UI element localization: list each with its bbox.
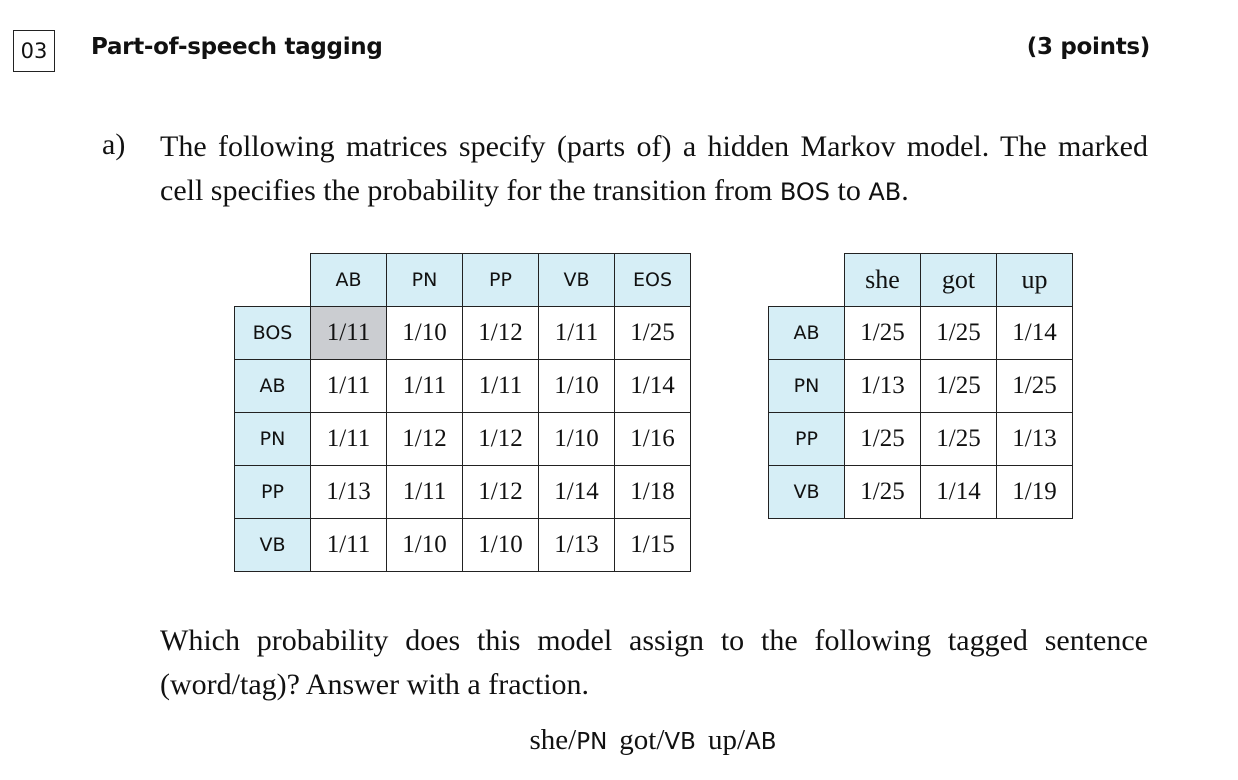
transition-cell: 1/18 [614,465,691,519]
token-slash: / [656,724,665,756]
transition-row: AB 1/11 1/11 1/11 1/10 1/14 [234,359,691,413]
transition-cell: 1/14 [538,465,615,519]
transition-row: PN 1/11 1/12 1/12 1/10 1/16 [234,412,691,466]
emission-header-row: she got up [769,253,1073,307]
intro-paragraph: The following matrices specify (parts of… [160,125,1148,214]
token-tag: AB [745,729,777,755]
transition-matrix: AB PN PP VB EOS BOS 1/11 1/10 1/12 1/11 1/25 AB 1/11… [234,253,691,572]
intro-text-1: The following matrices specify (parts of… [160,130,1148,207]
transition-row-header: VB [234,518,311,572]
transition-cell: 1/11 [386,465,463,519]
transition-cell: 1/13 [310,465,387,519]
transition-cell: 1/11 [310,518,387,572]
transition-cell: 1/12 [462,412,539,466]
transition-row-header: PP [234,465,311,519]
transition-corner [235,254,311,307]
emission-row: PP 1/25 1/25 1/13 [768,412,1073,466]
transition-cell: 1/16 [614,412,691,466]
sentence-token: she/PN [529,724,607,756]
token-word: she [529,724,569,756]
emission-col-header: up [996,253,1073,307]
transition-cell: 1/11 [310,359,387,413]
transition-cell: 1/25 [614,306,691,360]
emission-col-header: got [920,253,997,307]
emission-matrix: she got up AB 1/25 1/25 1/14 PN 1/13 1/25 1/25 PP 1/… [768,253,1073,519]
emission-row: PN 1/13 1/25 1/25 [768,359,1073,413]
transition-row: VB 1/11 1/10 1/10 1/13 1/15 [234,518,691,572]
emission-cell: 1/13 [844,359,921,413]
emission-row: AB 1/25 1/25 1/14 [768,306,1073,360]
intro-text-2: to [830,174,869,207]
transition-cell: 1/12 [462,465,539,519]
transition-row-header: AB [234,359,311,413]
emission-row: VB 1/25 1/14 1/19 [768,465,1073,519]
transition-cell: 1/10 [462,518,539,572]
token-slash: / [736,724,745,756]
transition-row-header: BOS [234,306,311,360]
emission-corner [769,254,845,307]
transition-row-header: PN [234,412,311,466]
transition-cell: 1/10 [386,518,463,572]
part-marker: a) [102,128,126,161]
emission-cell: 1/25 [920,306,997,360]
emission-row-header: PN [768,359,845,413]
emission-row-header: PP [768,412,845,466]
emission-cell: 1/14 [996,306,1073,360]
question-points: (3 points) [1026,34,1151,60]
tagged-sentence: she/PN got/VB up/AB [0,724,1238,757]
transition-col-header: VB [538,253,615,307]
transition-cell: 1/11 [462,359,539,413]
token-word: got [619,724,657,756]
emission-cell: 1/19 [996,465,1073,519]
transition-cell: 1/11 [310,412,387,466]
sentence-token: got/VB [619,724,696,756]
emission-col-header: she [844,253,921,307]
emission-row-header: AB [768,306,845,360]
transition-col-header: PN [386,253,463,307]
transition-row: PP 1/13 1/11 1/12 1/14 1/18 [234,465,691,519]
transition-col-header: EOS [614,253,691,307]
emission-cell: 1/25 [844,465,921,519]
emission-cell: 1/25 [920,412,997,466]
transition-cell: 1/14 [614,359,691,413]
question-number: 03 [13,30,55,72]
emission-cell: 1/25 [996,359,1073,413]
token-word: up [707,724,737,756]
transition-cell: 1/15 [614,518,691,572]
emission-cell: 1/14 [920,465,997,519]
token-tag: VB [664,729,696,755]
transition-cell: 1/11 [310,306,387,360]
transition-cell: 1/12 [462,306,539,360]
transition-cell: 1/11 [538,306,615,360]
transition-cell: 1/13 [538,518,615,572]
sentence-token: up/AB [708,724,777,756]
intro-code-ab: AB [868,178,902,206]
transition-row: BOS 1/11 1/10 1/12 1/11 1/25 [234,306,691,360]
intro-text-3: . [901,174,909,207]
transition-col-header: AB [310,253,387,307]
intro-code-bos: BOS [779,178,830,206]
emission-cell: 1/13 [996,412,1073,466]
transition-col-header: PP [462,253,539,307]
transition-cell: 1/10 [538,359,615,413]
question-paragraph: Which probability does this model assign… [160,624,1148,701]
emission-cell: 1/25 [844,306,921,360]
transition-cell: 1/12 [386,412,463,466]
transition-header-row: AB PN PP VB EOS [235,253,691,307]
question-title: Part-of-speech tagging [91,34,383,60]
token-tag: PN [576,729,608,755]
transition-cell: 1/11 [386,359,463,413]
emission-cell: 1/25 [920,359,997,413]
transition-cell: 1/10 [386,306,463,360]
emission-cell: 1/25 [844,412,921,466]
transition-cell: 1/10 [538,412,615,466]
emission-row-header: VB [768,465,845,519]
token-slash: / [568,724,577,756]
